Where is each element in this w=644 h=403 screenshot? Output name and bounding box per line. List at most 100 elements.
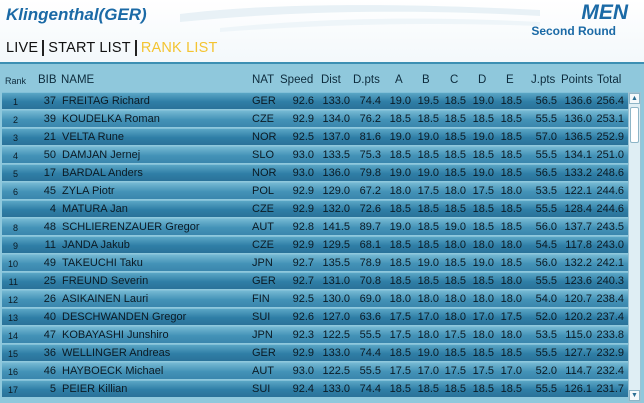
tab-separator [134,40,137,56]
cell-e: 18.5 [500,257,522,269]
cell-total: 232.4 [596,365,624,377]
cell-c: 18.5 [444,347,466,359]
cell-nat: GER [252,95,276,107]
cell-total: 233.8 [596,329,624,341]
cell-dist: 133.0 [322,95,350,107]
cell-dist: 127.0 [322,311,350,323]
cell-rank: 16 [7,367,18,377]
cell-c: 18.0 [444,239,466,251]
cell-bib: 49 [43,257,56,269]
table-row[interactable]: 15 36 WELLINGER Andreas GER 92.9 133.0 74.4 18.… [2,344,628,361]
cell-dpts: 63.6 [359,311,381,323]
cell-bib: 40 [43,311,56,323]
cell-jpts: 55.5 [535,275,557,287]
cell-rank: 5 [12,169,18,179]
cell-a: 19.0 [389,95,411,107]
cell-dpts: 69.0 [359,293,381,305]
table-row[interactable]: 5 17 BARDAL Anders NOR 93.0 136.0 79.8 19.0 19.0… [2,164,628,181]
cell-d: 18.5 [472,203,494,215]
table-row[interactable]: 6 45 ZYLA Piotr POL 92.9 129.0 67.2 18.0 17.5 18.… [2,182,628,199]
cell-c: 18.5 [444,149,466,161]
results-panel: Rank BIB NAME NAT Speed Dist D.pts A B C… [0,62,644,403]
cell-c: 18.5 [444,167,466,179]
header: Klingenthal(GER) MEN Second Round LIVE S… [0,0,644,62]
tab-live[interactable]: LIVE [6,40,39,56]
table-row[interactable]: 13 40 DESCHWANDEN Gregor SUI 92.6 127.0 63.6 17… [2,308,628,325]
cell-b: 19.0 [417,257,439,269]
tab-start-list[interactable]: START LIST [48,40,131,56]
cell-bib: 47 [43,329,56,341]
cell-dpts: 68.1 [359,239,381,251]
cell-b: 18.0 [417,293,439,305]
cell-e: 18.0 [500,275,522,287]
cell-dist: 132.0 [322,203,350,215]
cell-e: 18.0 [500,239,522,251]
scroll-up-icon[interactable]: ▲ [629,93,640,104]
cell-bib: 17 [43,167,56,179]
cell-total: 243.5 [596,221,624,233]
cell-dpts: 74.4 [359,347,381,359]
cell-rank: 3 [12,133,18,143]
cell-jpts: 53.5 [535,329,557,341]
cell-bib: 5 [49,383,56,395]
cell-total: 253.1 [596,113,624,125]
cell-a: 18.5 [389,383,411,395]
cell-rank: 11 [8,277,18,287]
cell-d: 19.0 [472,95,494,107]
cell-nat: CZE [252,113,274,125]
cell-e: 18.5 [500,95,522,107]
col-dpts: D.pts [353,74,380,86]
cell-points: 128.4 [564,203,592,215]
col-jpts: J.pts [531,74,556,86]
table-row[interactable]: 4 50 DAMJAN Jernej SLO 93.0 133.5 75.3 18.5 18.5… [2,146,628,163]
table-row[interactable]: 9 11 JANDA Jakub CZE 92.9 129.5 68.1 18.5 18.5 18… [2,236,628,253]
table-row[interactable]: 4 MATURA Jan CZE 92.9 132.0 72.6 18.5 18.5 18.5 1… [2,200,628,217]
scroll-down-icon[interactable]: ▼ [629,390,640,401]
cell-total: 252.9 [596,131,624,143]
cell-bib: 37 [43,95,56,107]
table-row[interactable]: 12 26 ASIKAINEN Lauri FIN 92.5 130.0 69.0 18.0 1… [2,290,628,307]
vertical-scrollbar[interactable]: ▲ ▼ [628,92,641,402]
scrollbar-thumb[interactable] [630,107,639,143]
cell-b: 18.5 [417,239,439,251]
cell-bib: 21 [43,131,56,143]
cell-a: 18.5 [389,203,411,215]
cell-c: 18.5 [444,131,466,143]
cell-points: 123.6 [564,275,592,287]
col-name: NAME [61,74,95,86]
table-row[interactable]: 3 21 VELTA Rune NOR 92.5 137.0 81.6 19.0 19.0 18.… [2,128,628,145]
cell-dist: 129.5 [322,239,350,251]
cell-points: 136.5 [564,131,592,143]
cell-b: 19.0 [417,131,439,143]
col-b: B [422,74,430,86]
cell-dist: 133.0 [322,347,350,359]
cell-speed: 92.7 [292,257,314,269]
cell-d: 19.0 [472,257,494,269]
cell-a: 18.5 [389,113,411,125]
tab-rank-list[interactable]: RANK LIST [140,40,218,56]
cell-points: 122.1 [564,185,592,197]
cell-dpts: 79.8 [359,167,381,179]
table-row[interactable]: 16 46 HAYBOECK Michael AUT 93.0 122.5 55.5 17.5… [2,362,628,379]
table-row[interactable]: 8 48 SCHLIERENZAUER Gregor AUT 92.8 141.5 89.7… [2,218,628,235]
cell-b: 17.0 [417,311,439,323]
cell-nat: GER [252,275,276,287]
cell-bib: 50 [43,149,56,161]
cell-dpts: 81.6 [359,131,381,143]
cell-d: 18.5 [472,113,494,125]
table-row[interactable]: 1 37 FREITAG Richard GER 92.6 133.0 74.4 19.0 19… [2,92,628,109]
cell-total: 251.0 [596,149,624,161]
col-c: C [450,74,459,86]
cell-c: 17.5 [444,329,466,341]
cell-name: VELTA Rune [62,131,124,143]
cell-e: 18.5 [500,221,522,233]
cell-nat: AUT [252,221,274,233]
table-row[interactable]: 14 47 KOBAYASHI Junshiro JPN 92.3 122.5 55.5 17… [2,326,628,343]
cell-dpts: 78.9 [359,257,381,269]
table-row[interactable]: 17 5 PEIER Killian SUI 92.4 133.0 74.4 18.5 18.5… [2,380,628,397]
table-row[interactable]: 10 49 TAKEUCHI Taku JPN 92.7 135.5 78.9 18.5 19.… [2,254,628,271]
cell-rank: 1 [12,97,18,107]
table-row[interactable]: 11 25 FREUND Severin GER 92.7 131.0 70.8 18.5 18… [2,272,628,289]
cell-speed: 92.7 [292,275,314,287]
table-row[interactable]: 2 39 KOUDELKA Roman CZE 92.9 134.0 76.2 18.5 18.… [2,110,628,127]
